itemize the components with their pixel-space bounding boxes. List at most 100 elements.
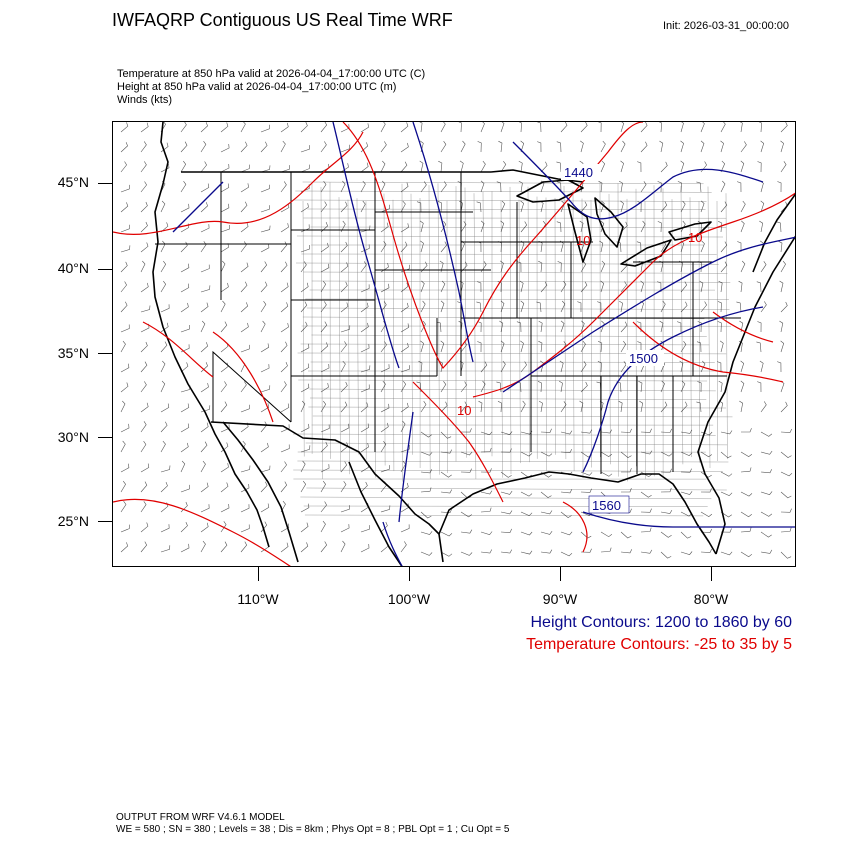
wind-barb <box>600 320 605 333</box>
lon-label-110w: 110°W <box>237 591 279 607</box>
wind-barb <box>240 440 246 453</box>
wind-barb <box>400 323 410 333</box>
wind-barb <box>740 220 745 233</box>
wind-barb <box>556 141 562 153</box>
wind-barb <box>460 491 472 499</box>
wind-barb <box>360 384 370 393</box>
wind-barb <box>120 301 128 313</box>
wind-barb <box>480 468 492 473</box>
wind-barb <box>360 481 368 493</box>
wind-barb <box>180 442 189 453</box>
wind-barb <box>420 511 432 519</box>
wind-barb <box>780 508 792 513</box>
wind-barb <box>520 400 526 413</box>
county-line <box>671 199 674 467</box>
wind-barb <box>680 468 692 473</box>
wind-barb <box>120 501 127 513</box>
wind-barb <box>120 202 129 213</box>
wind-barb <box>580 340 586 353</box>
wind-barb <box>757 381 762 393</box>
wind-barb <box>240 344 250 353</box>
lat-label-40n: 40°N <box>57 260 89 276</box>
wind-barb <box>240 164 250 173</box>
wind-barb <box>200 441 208 453</box>
wind-barb <box>640 428 652 433</box>
wind-barb <box>717 361 722 373</box>
county-line <box>572 190 575 472</box>
wind-barb <box>500 431 513 435</box>
wind-barb <box>240 122 246 133</box>
wind-barb <box>260 503 270 513</box>
wind-barb <box>580 260 587 273</box>
wind-barb <box>320 201 327 213</box>
wind-barb <box>557 261 562 273</box>
wind-barb <box>340 540 346 553</box>
temp-label-10-b: 10 <box>457 403 471 418</box>
wind-barb <box>460 511 472 518</box>
wind-barb <box>620 321 628 333</box>
wind-barb <box>380 505 391 513</box>
wind-barb <box>460 381 467 393</box>
wind-barb <box>380 241 387 253</box>
wind-barb <box>120 184 130 193</box>
wind-barb <box>779 280 784 293</box>
wind-barb <box>200 302 209 313</box>
wind-barb <box>538 340 543 353</box>
wind-barb <box>540 281 548 293</box>
wind-barb <box>760 469 772 474</box>
wind-barb <box>160 545 171 553</box>
wind-barb <box>440 221 447 233</box>
wind-barb <box>458 122 462 133</box>
wind-barbs <box>120 122 793 559</box>
wind-barb <box>600 451 613 457</box>
wind-barb <box>340 241 348 253</box>
wind-barb <box>680 401 688 413</box>
county-line <box>338 197 341 472</box>
wind-barb <box>680 301 688 313</box>
wind-barb <box>420 531 433 535</box>
wind-barb <box>280 165 290 173</box>
wind-barb <box>420 401 427 413</box>
county-line <box>527 186 530 463</box>
wind-barb <box>280 403 290 413</box>
wind-barb <box>160 260 167 273</box>
wind-barb <box>280 282 289 293</box>
county-line <box>716 200 718 462</box>
wind-barb <box>180 362 189 373</box>
wind-barb <box>720 471 733 477</box>
county-line <box>298 379 708 382</box>
wind-barb <box>540 510 553 515</box>
subtitle-height: Height at 850 hPa valid at 2026-04-04_17… <box>117 81 397 93</box>
wind-barb <box>200 482 209 493</box>
wind-barb <box>240 381 247 393</box>
lat-label-45n: 45°N <box>57 174 89 190</box>
wind-barb <box>200 362 208 373</box>
wind-barb <box>718 221 723 233</box>
wind-barb <box>420 340 424 353</box>
wind-barb <box>680 160 685 173</box>
wind-barb <box>340 262 349 273</box>
wind-barb <box>220 541 228 553</box>
wind-barb <box>640 220 646 233</box>
wind-barb <box>400 142 409 153</box>
county-line <box>309 397 707 400</box>
wind-barb <box>637 161 642 173</box>
wind-barb <box>739 122 743 133</box>
wind-barb <box>640 141 648 153</box>
county-line <box>302 181 704 184</box>
wind-barb <box>260 124 270 133</box>
wind-barb <box>220 482 229 493</box>
county-line <box>293 469 723 472</box>
wind-barb <box>760 261 767 273</box>
wind-barb <box>537 141 542 153</box>
wind-barb <box>260 205 270 213</box>
wind-barb <box>538 400 543 413</box>
wind-barb <box>560 511 572 518</box>
wind-barb <box>300 224 310 233</box>
wind-barb <box>600 220 605 233</box>
wind-barb <box>440 489 453 494</box>
wind-barb <box>360 123 369 133</box>
wind-barb <box>320 181 327 193</box>
wind-barb <box>660 468 672 473</box>
lat-label-30n: 30°N <box>57 429 89 445</box>
